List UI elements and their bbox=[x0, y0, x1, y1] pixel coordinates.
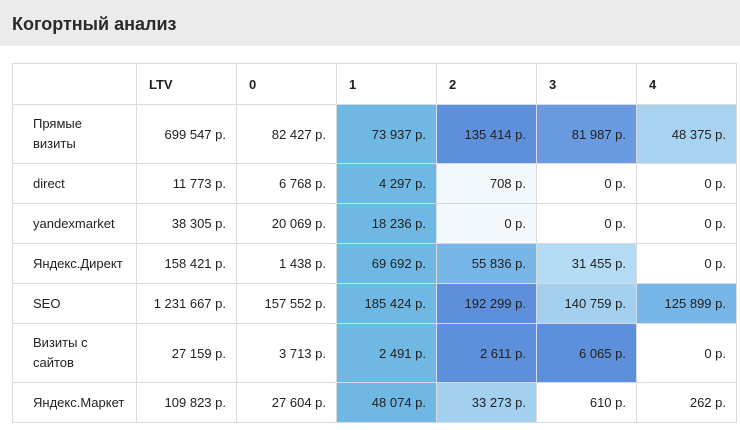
cell-ltv: 11 773 р. bbox=[136, 163, 237, 204]
cell-ltv: 27 159 р. bbox=[136, 323, 237, 383]
cell-period-2: 135 414 р. bbox=[436, 104, 537, 164]
header-name bbox=[12, 63, 137, 105]
row-name: Визиты с сайтов bbox=[12, 323, 137, 383]
cell-period-1: 4 297 р. bbox=[336, 163, 437, 204]
cell-period-2: 708 р. bbox=[436, 163, 537, 204]
cell-period-4: 48 375 р. bbox=[636, 104, 737, 164]
cell-period-3: 140 759 р. bbox=[536, 283, 637, 324]
cell-period-4: 125 899 р. bbox=[636, 283, 737, 324]
cell-period-4: 0 р. bbox=[636, 203, 737, 244]
table-row: Прямые визиты 699 547 р. 82 427 р. 73 93… bbox=[12, 104, 737, 164]
header-period-2: 2 bbox=[436, 63, 537, 105]
cell-period-0: 82 427 р. bbox=[236, 104, 337, 164]
header-period-4: 4 bbox=[636, 63, 737, 105]
cell-period-1: 73 937 р. bbox=[336, 104, 437, 164]
cell-ltv: 699 547 р. bbox=[136, 104, 237, 164]
header-row: LTV 0 1 2 3 4 bbox=[12, 63, 737, 105]
table-row: Визиты с сайтов 27 159 р. 3 713 р. 2 491… bbox=[12, 323, 737, 383]
table-row: yandexmarket 38 305 р. 20 069 р. 18 236 … bbox=[12, 203, 737, 244]
cell-period-2: 192 299 р. bbox=[436, 283, 537, 324]
table-row: SEO 1 231 667 р. 157 552 р. 185 424 р. 1… bbox=[12, 283, 737, 324]
cell-ltv: 38 305 р. bbox=[136, 203, 237, 244]
cell-period-2: 2 611 р. bbox=[436, 323, 537, 383]
cell-period-3: 31 455 р. bbox=[536, 243, 637, 284]
title-bar bbox=[0, 0, 740, 46]
cell-period-3: 0 р. bbox=[536, 203, 637, 244]
row-name: Яндекс.Директ bbox=[12, 243, 137, 284]
cell-period-0: 20 069 р. bbox=[236, 203, 337, 244]
cell-period-0: 1 438 р. bbox=[236, 243, 337, 284]
cell-period-3: 0 р. bbox=[536, 163, 637, 204]
cell-period-3: 81 987 р. bbox=[536, 104, 637, 164]
cell-period-3: 6 065 р. bbox=[536, 323, 637, 383]
table-row: direct 11 773 р. 6 768 р. 4 297 р. 708 р… bbox=[12, 163, 737, 204]
row-name: Яндекс.Маркет bbox=[12, 382, 137, 423]
cell-period-0: 27 604 р. bbox=[236, 382, 337, 423]
table-row: Яндекс.Маркет 109 823 р. 27 604 р. 48 07… bbox=[12, 382, 737, 423]
cell-period-1: 185 424 р. bbox=[336, 283, 437, 324]
cell-period-1: 2 491 р. bbox=[336, 323, 437, 383]
cell-ltv: 109 823 р. bbox=[136, 382, 237, 423]
row-name: Прямые визиты bbox=[12, 104, 137, 164]
header-ltv: LTV bbox=[136, 63, 237, 105]
header-period-3: 3 bbox=[536, 63, 637, 105]
header-period-1: 1 bbox=[336, 63, 437, 105]
cell-period-4: 262 р. bbox=[636, 382, 737, 423]
cell-period-2: 33 273 р. bbox=[436, 382, 537, 423]
row-name: SEO bbox=[12, 283, 137, 324]
page-title: Когортный анализ bbox=[12, 14, 177, 34]
cell-period-2: 0 р. bbox=[436, 203, 537, 244]
table-row: Яндекс.Директ 158 421 р. 1 438 р. 69 692… bbox=[12, 243, 737, 284]
cell-period-1: 69 692 р. bbox=[336, 243, 437, 284]
cell-period-3: 610 р. bbox=[536, 382, 637, 423]
cohort-panel: LTV 0 1 2 3 4 Прямые визиты 699 547 р. 8… bbox=[0, 46, 740, 430]
cell-period-4: 0 р. bbox=[636, 163, 737, 204]
cell-period-1: 48 074 р. bbox=[336, 382, 437, 423]
cell-period-4: 0 р. bbox=[636, 243, 737, 284]
cell-ltv: 158 421 р. bbox=[136, 243, 237, 284]
cell-period-2: 55 836 р. bbox=[436, 243, 537, 284]
cell-period-0: 157 552 р. bbox=[236, 283, 337, 324]
cell-period-1: 18 236 р. bbox=[336, 203, 437, 244]
cell-ltv: 1 231 667 р. bbox=[136, 283, 237, 324]
cell-period-4: 0 р. bbox=[636, 323, 737, 383]
header-period-0: 0 bbox=[236, 63, 337, 105]
cell-period-0: 3 713 р. bbox=[236, 323, 337, 383]
cell-period-0: 6 768 р. bbox=[236, 163, 337, 204]
cohort-table: LTV 0 1 2 3 4 Прямые визиты 699 547 р. 8… bbox=[12, 63, 737, 423]
row-name: direct bbox=[12, 163, 137, 204]
row-name: yandexmarket bbox=[12, 203, 137, 244]
